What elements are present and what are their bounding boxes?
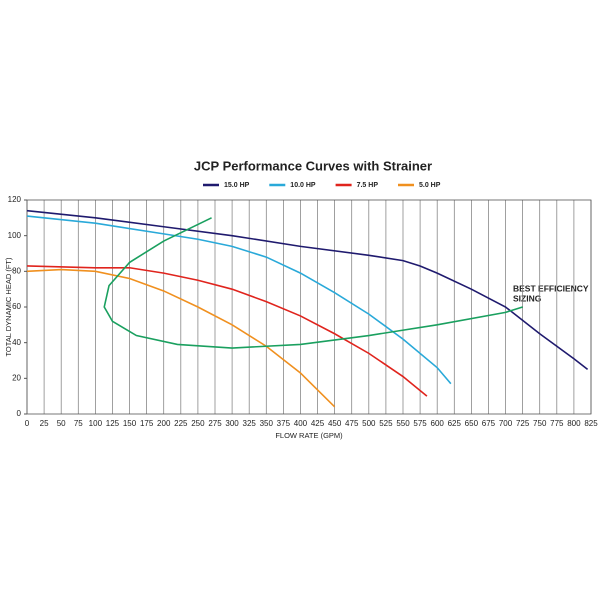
x-axis-label: FLOW RATE (GPM): [275, 431, 343, 440]
x-tick-label: 725: [516, 419, 530, 428]
x-tick-label: 0: [25, 419, 30, 428]
x-tick-label: 825: [584, 419, 598, 428]
x-tick-label: 525: [379, 419, 393, 428]
x-tick-label: 550: [396, 419, 410, 428]
x-tick-label: 100: [89, 419, 103, 428]
x-tick-label: 150: [123, 419, 137, 428]
x-tick-label: 400: [294, 419, 308, 428]
x-tick-label: 175: [140, 419, 154, 428]
x-tick-label: 125: [106, 419, 120, 428]
x-tick-label: 750: [533, 419, 547, 428]
x-tick-label: 800: [567, 419, 581, 428]
x-tick-label: 600: [431, 419, 445, 428]
x-tick-label: 200: [157, 419, 171, 428]
x-tick-label: 625: [448, 419, 462, 428]
x-tick-label: 450: [328, 419, 342, 428]
legend-label: 10.0 HP: [290, 182, 316, 189]
legend-label: 7.5 HP: [357, 182, 379, 189]
plot-frame: [26, 199, 592, 415]
x-tick-label: 375: [277, 419, 291, 428]
x-tick-label: 500: [362, 419, 376, 428]
y-axis-label: TOTAL DYNAMIC HEAD (FT): [4, 257, 13, 357]
x-tick-label: 50: [57, 419, 66, 428]
chart-title: JCP Performance Curves with Strainer: [194, 158, 432, 173]
annotation: BEST EFFICIENCY: [513, 283, 589, 293]
y-tick-label: 20: [12, 373, 21, 382]
y-tick-label: 40: [12, 338, 21, 347]
x-tick-label: 275: [208, 419, 222, 428]
y-tick-label: 0: [17, 409, 22, 418]
y-tick-label: 60: [12, 302, 21, 311]
legend-label: 5.0 HP: [419, 182, 441, 189]
annotation: SIZING: [513, 293, 542, 303]
x-tick-label: 325: [243, 419, 257, 428]
x-tick-label: 775: [550, 419, 564, 428]
x-tick-label: 225: [174, 419, 188, 428]
y-tick-label: 80: [12, 266, 21, 275]
x-tick-label: 650: [465, 419, 479, 428]
x-tick-label: 475: [345, 419, 359, 428]
legend-label: 15.0 HP: [224, 182, 250, 189]
x-tick-label: 75: [74, 419, 83, 428]
y-tick-label: 120: [8, 195, 22, 204]
series-line: [26, 268, 336, 408]
series-line: [103, 217, 523, 349]
x-tick-label: 350: [260, 419, 274, 428]
x-tick-label: 300: [225, 419, 239, 428]
x-tick-label: 25: [40, 419, 49, 428]
x-tick-label: 700: [499, 419, 513, 428]
y-tick-label: 100: [8, 231, 22, 240]
x-tick-label: 575: [413, 419, 427, 428]
series-line: [26, 215, 452, 385]
series-line: [26, 209, 589, 371]
x-tick-label: 675: [482, 419, 496, 428]
x-tick-label: 425: [311, 419, 325, 428]
x-tick-label: 250: [191, 419, 205, 428]
